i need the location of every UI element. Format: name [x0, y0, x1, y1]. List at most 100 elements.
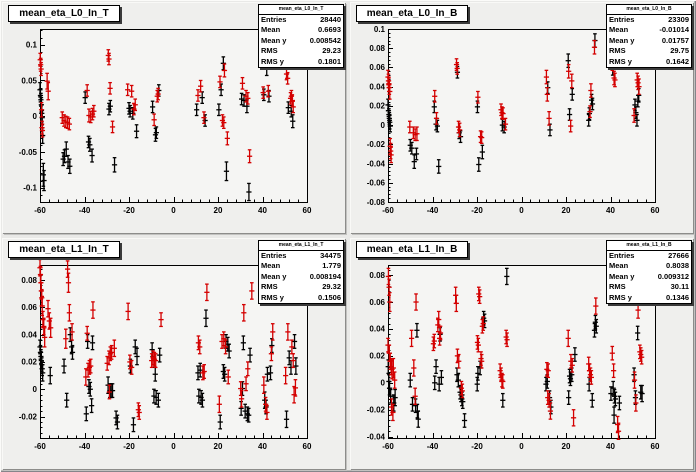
stat-row: Mean -0.01014 — [607, 25, 691, 35]
plot-mean-eta-L1-In-T[interactable]: -60 -40 -20 0 20 40 60 0.08 0.06 0.04 0.02 0 -0.02 — [2, 238, 345, 469]
stat-row: Mean y 0.008542 — [259, 36, 343, 46]
pad-mean-eta-L0-In-B[interactable]: -60 -40 -20 0 20 40 60 0.1 0.08 0.06 0.04 0.02 0 -0.0… — [350, 2, 693, 233]
stat-value: 0.1642 — [666, 56, 689, 66]
svg-text:-20: -20 — [471, 442, 483, 451]
stat-label: RMS — [609, 46, 626, 56]
stat-row: RMS 29.75 — [607, 46, 691, 56]
stat-label: RMS — [261, 282, 278, 292]
svg-text:-60: -60 — [34, 442, 46, 451]
stat-row: RMS y 0.1346 — [607, 293, 691, 303]
stat-row: RMS 30.11 — [607, 282, 691, 292]
svg-text:60: 60 — [651, 206, 660, 215]
svg-text:0: 0 — [381, 379, 386, 388]
svg-text:0.02: 0.02 — [369, 352, 385, 361]
svg-text:-0.02: -0.02 — [19, 412, 38, 421]
svg-text:-0.04: -0.04 — [367, 159, 386, 168]
histogram-title-box[interactable]: mean_eta_L1_In_T — [8, 241, 120, 258]
stat-value: 0.009312 — [657, 271, 689, 281]
svg-text:20: 20 — [562, 442, 571, 451]
stat-value: 30.11 — [670, 282, 689, 292]
stat-label: Mean y — [609, 35, 635, 45]
svg-text:-0.05: -0.05 — [19, 148, 38, 157]
svg-text:0.02: 0.02 — [21, 358, 37, 367]
svg-text:-40: -40 — [427, 442, 439, 451]
stat-value: 27666 — [668, 251, 689, 260]
svg-text:0: 0 — [519, 206, 524, 215]
svg-text:0: 0 — [171, 442, 176, 451]
stat-row: Mean y 0.008194 — [259, 272, 343, 282]
svg-text:-0.04: -0.04 — [367, 432, 386, 441]
stat-label: Mean y — [261, 271, 287, 281]
svg-text:60: 60 — [303, 206, 312, 215]
stat-label: RMS y — [609, 292, 632, 302]
stat-value: 29.23 — [322, 46, 341, 56]
stat-value: 0.1346 — [666, 292, 689, 302]
svg-text:-40: -40 — [79, 442, 91, 451]
svg-text:0.08: 0.08 — [369, 271, 385, 280]
stat-label: RMS y — [261, 292, 284, 302]
stat-label: Mean — [261, 261, 281, 271]
stat-value: 0.8038 — [666, 261, 689, 271]
svg-text:-0.06: -0.06 — [367, 179, 386, 188]
stat-row: Entries 27666 — [607, 251, 691, 261]
svg-text:0: 0 — [519, 442, 524, 451]
svg-text:-60: -60 — [34, 206, 46, 215]
svg-text:-40: -40 — [427, 206, 439, 215]
stats-rows: Entries 27666 Mean 0.8038 Mean y 0.009312 RMS 3… — [607, 251, 691, 303]
svg-text:0.1: 0.1 — [374, 25, 386, 34]
svg-text:20: 20 — [214, 442, 223, 451]
stat-value: 34475 — [320, 251, 341, 260]
stat-label: Mean — [261, 25, 281, 35]
stats-box[interactable]: mean_eta_L0_In_B Entries 23309 Mean -0.0101… — [606, 4, 692, 68]
svg-text:0.04: 0.04 — [369, 82, 385, 91]
stat-row: Mean y 0.009312 — [607, 272, 691, 282]
stats-box-header: mean_eta_L1_In_T — [259, 241, 343, 251]
svg-text:0: 0 — [33, 385, 38, 394]
stat-label: Entries — [609, 251, 635, 260]
svg-text:20: 20 — [562, 206, 571, 215]
pad-mean-eta-L1-In-T[interactable]: -60 -40 -20 0 20 40 60 0.08 0.06 0.04 0.02 0 -0.02 m… — [2, 238, 345, 469]
stats-box-header: mean_eta_L1_In_B — [607, 241, 691, 251]
stat-value: 1.779 — [322, 261, 341, 271]
stats-box[interactable]: mean_eta_L0_In_T Entries 28440 Mean 0.6693 M… — [258, 4, 344, 68]
stat-row: RMS 29.32 — [259, 282, 343, 292]
svg-text:0.1: 0.1 — [26, 41, 38, 50]
histogram-title: mean_eta_L0_In_B — [366, 8, 458, 19]
svg-text:0.04: 0.04 — [369, 325, 385, 334]
axis-ticks — [40, 30, 308, 203]
stat-label: Mean — [609, 261, 629, 271]
svg-text:-60: -60 — [382, 206, 394, 215]
svg-text:-40: -40 — [79, 206, 91, 215]
svg-text:-0.02: -0.02 — [367, 140, 386, 149]
histogram-title-box[interactable]: mean_eta_L0_In_T — [8, 5, 120, 22]
stat-value: 0.01757 — [661, 35, 689, 45]
stat-value: 0.008542 — [309, 35, 341, 45]
stat-row: Mean 0.8038 — [607, 261, 691, 271]
stats-box-header: mean_eta_L0_In_B — [607, 5, 691, 15]
histogram-title-box[interactable]: mean_eta_L1_In_B — [356, 241, 468, 258]
histogram-title: mean_eta_L1_In_T — [19, 244, 109, 255]
svg-text:-0.02: -0.02 — [367, 406, 386, 415]
stat-value: 29.75 — [670, 46, 689, 56]
stat-label: Entries — [261, 251, 287, 260]
stat-value: 0.1801 — [318, 56, 341, 66]
stat-label: Entries — [261, 15, 287, 24]
pad-mean-eta-L1-In-B[interactable]: -60 -40 -20 0 20 40 60 0.08 0.06 0.04 0.02 0 -0.02 -0… — [350, 238, 693, 469]
histogram-title-box[interactable]: mean_eta_L0_In_B — [356, 5, 468, 22]
svg-text:0.08: 0.08 — [369, 44, 385, 53]
stat-row: RMS 29.23 — [259, 46, 343, 56]
stat-value: 0.6693 — [318, 25, 341, 35]
stat-label: Mean y — [261, 35, 287, 45]
stat-label: RMS y — [609, 56, 632, 66]
stat-label: RMS y — [261, 56, 284, 66]
histogram-title: mean_eta_L0_In_T — [19, 8, 109, 19]
svg-text:60: 60 — [651, 442, 660, 451]
svg-text:0.06: 0.06 — [21, 303, 37, 312]
stat-label: RMS — [261, 46, 278, 56]
pad-mean-eta-L0-In-T[interactable]: -60 -40 -20 0 20 40 60 0.1 0.05 0 -0.05 -0.1 mean_e… — [2, 2, 345, 233]
svg-text:-0.1: -0.1 — [23, 184, 37, 193]
stats-box[interactable]: mean_eta_L1_In_B Entries 27666 Mean 0.8038 M… — [606, 240, 692, 304]
stats-box[interactable]: mean_eta_L1_In_T Entries 34475 Mean 1.779 Me… — [258, 240, 344, 304]
svg-text:-20: -20 — [123, 206, 135, 215]
